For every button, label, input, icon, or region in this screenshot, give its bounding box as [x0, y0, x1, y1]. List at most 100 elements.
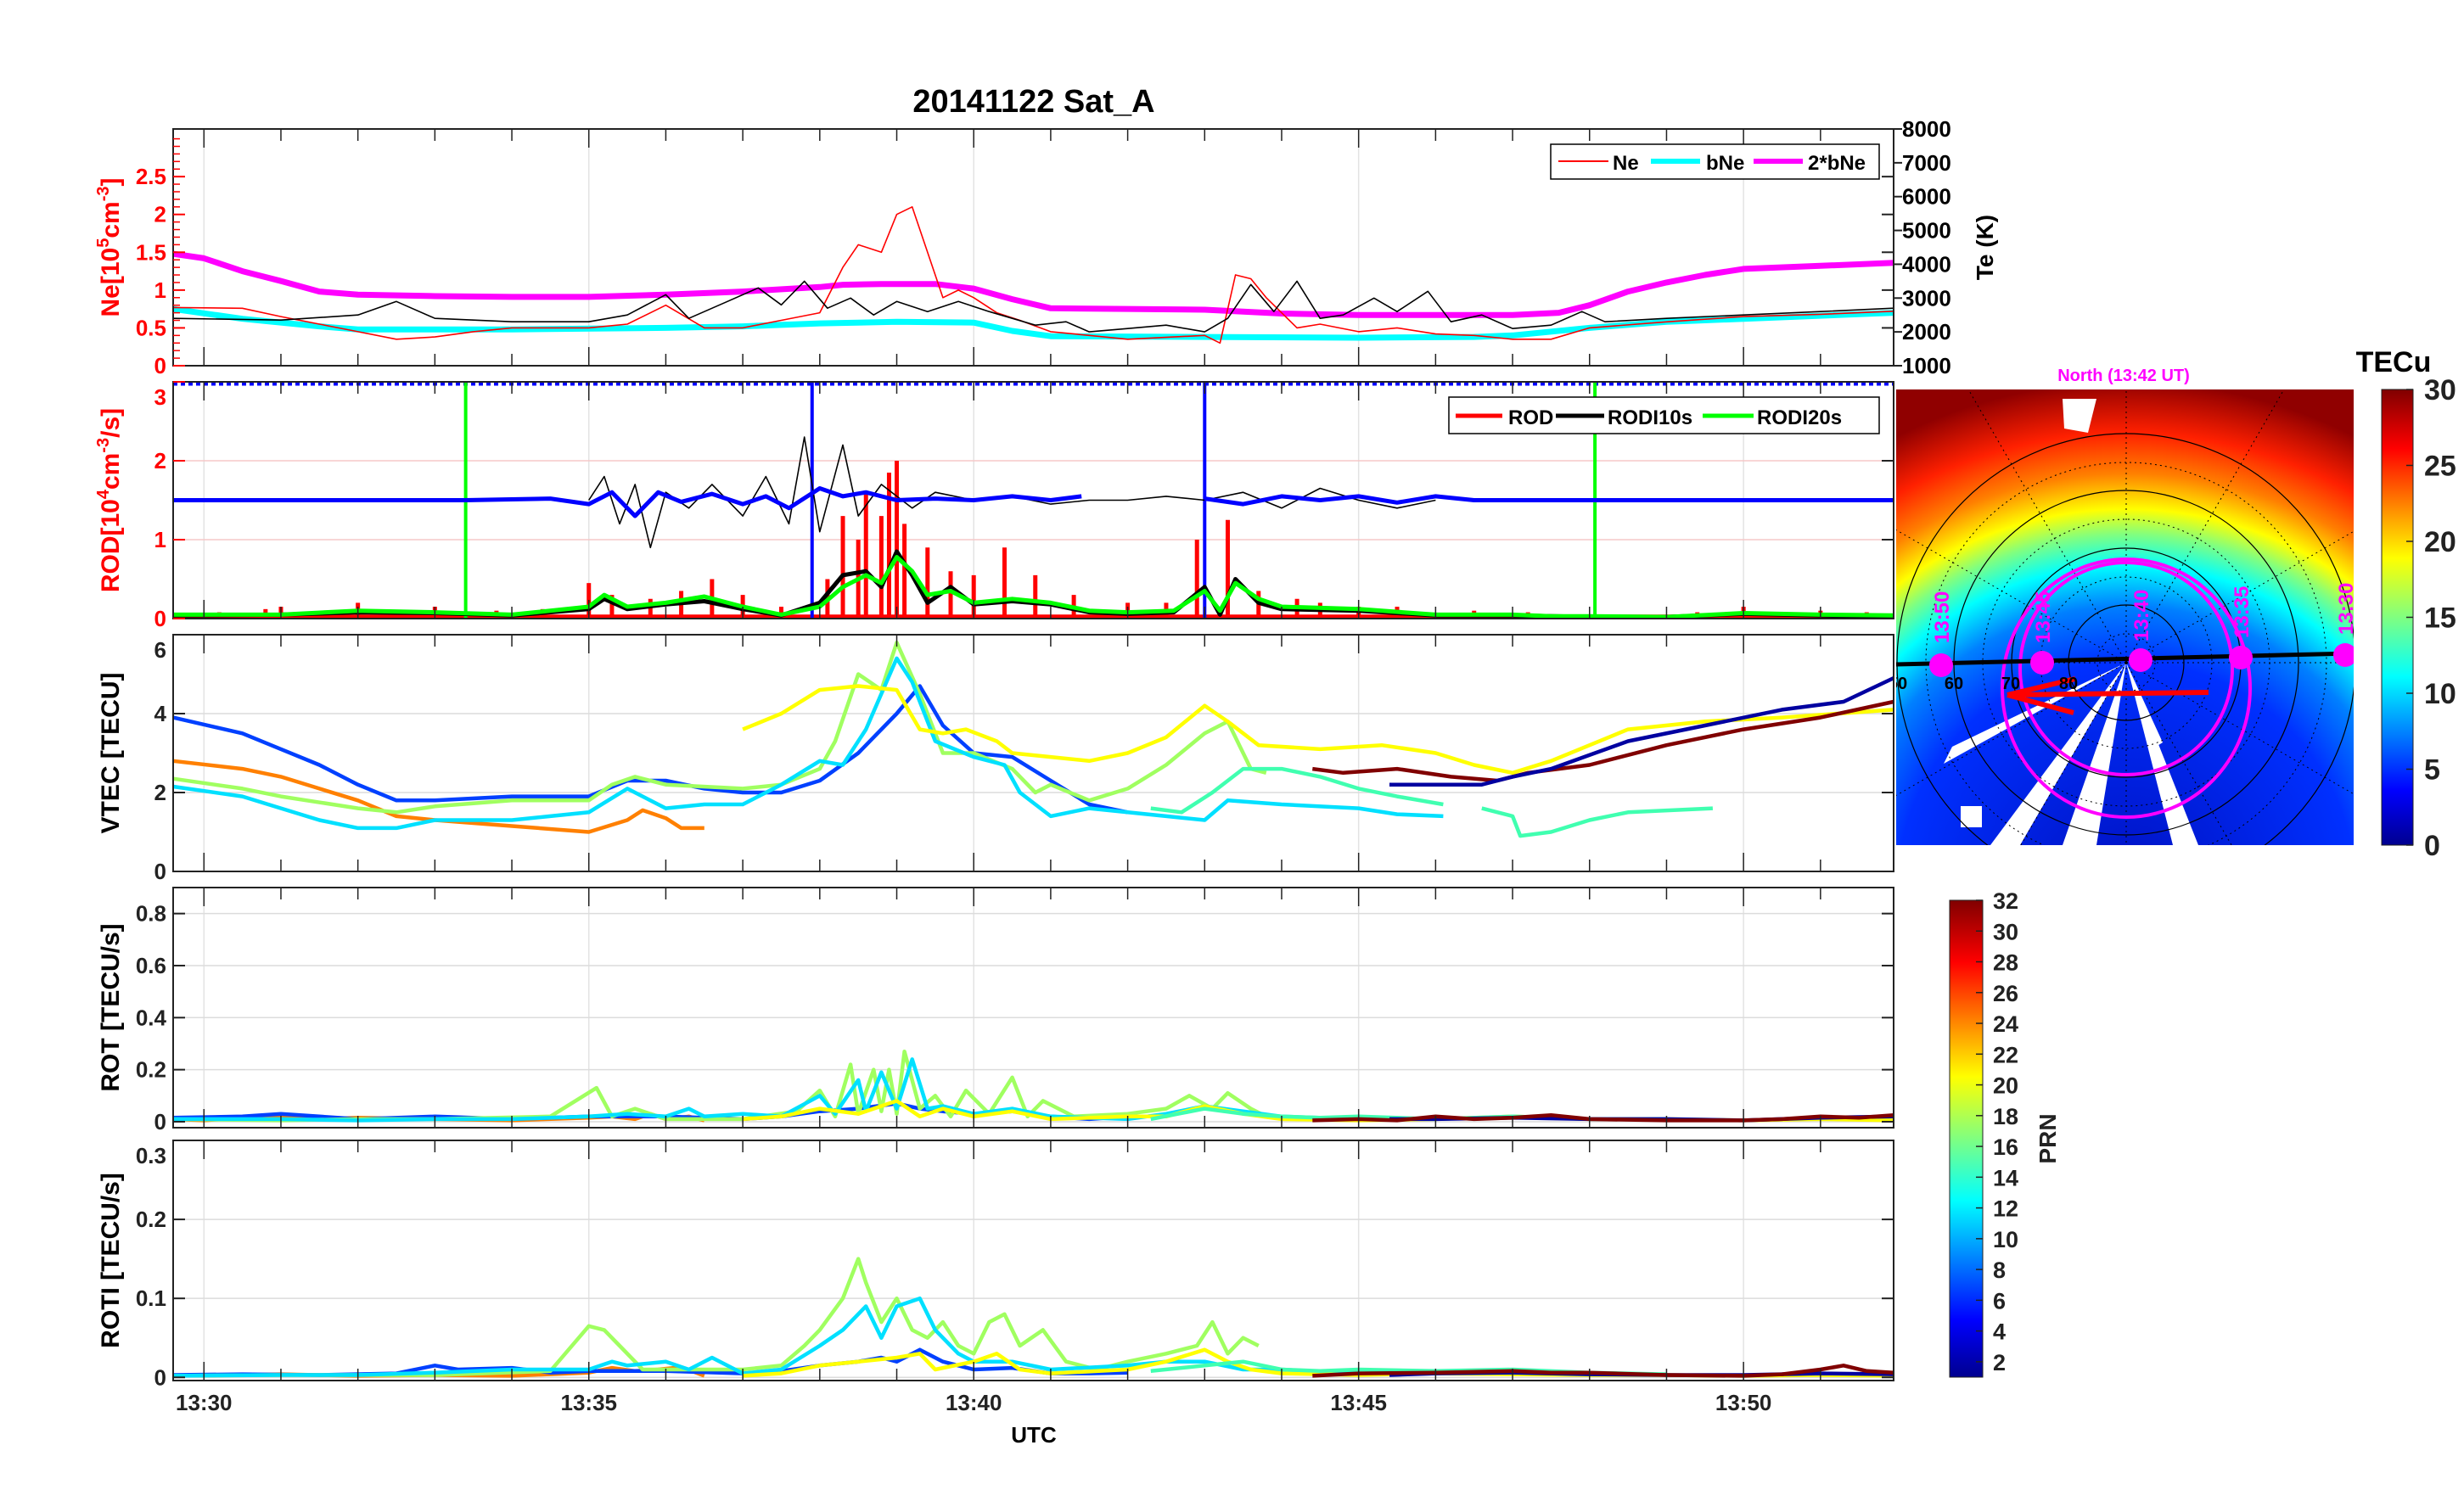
series-prn-lightgreen	[172, 1049, 1267, 1123]
series-prn-orange	[172, 759, 704, 834]
polar-tec-map: North (13:42 UT)	[1896, 346, 2456, 862]
y-tick-label: 0	[154, 606, 166, 631]
time-series-panels: 00.511.522.51000200030004000500060007000…	[94, 116, 1998, 1415]
y-axis-label-part: -3	[94, 438, 113, 453]
latitude-ring-minor	[2040, 576, 2213, 749]
flow-arrows	[2007, 676, 2209, 715]
rod-legend: ROD RODI10s RODI20s	[1448, 396, 1880, 434]
y-tick-label: 2	[154, 448, 166, 473]
y-axis-label: Ne[105cm-3]	[94, 178, 125, 317]
y-tick-label: 0.2	[136, 1057, 166, 1083]
prn-colorbar-tick-label: 26	[1993, 981, 2018, 1006]
y-tick-label: 0.5	[136, 315, 166, 340]
track-label-1345: 13:45	[2032, 591, 2055, 643]
latitude-labels: 50 60 70 80	[1896, 675, 2078, 693]
y-tick-label: 1.5	[136, 239, 166, 265]
tec-colorbar-ticks: 30 25 20 15 10 5 0	[2406, 374, 2456, 862]
prn-colorbar-tick-label: 4	[1993, 1319, 2006, 1345]
series-prn-lightgreen	[172, 641, 1267, 815]
y-axis-label-part: VTEC [TECU]	[97, 673, 125, 834]
meridian-line	[1896, 662, 2127, 797]
tec-colorbar-label: TECu	[2356, 346, 2432, 378]
plot-area	[173, 635, 1894, 871]
y-axis-label-part: cm	[97, 453, 125, 490]
panel-rot: 0 0.2 0.4 0.6 0.8 ROT [TECU/s]	[97, 887, 1894, 1134]
legend-label-rodi20s: RODI20s	[1757, 406, 1842, 429]
right-y-tick-label: 2000	[1902, 319, 1951, 344]
x-tick-label: 13:45	[1330, 1390, 1387, 1415]
series-prn-teal-a	[1150, 766, 1444, 815]
y-axis-label-part: ROTI [TECU/s]	[97, 1173, 125, 1348]
prn-colorbar-tick-label: 30	[1993, 919, 2018, 944]
series-rodi-offset-b	[1204, 494, 1894, 507]
right-y-tick-label: 8000	[1902, 116, 1951, 142]
plot-area	[173, 1140, 1894, 1381]
track-label-1340: 13:40	[2130, 590, 2153, 641]
plot-area	[173, 888, 1894, 1128]
tec-colorbar-tick-label: 5	[2424, 754, 2440, 787]
right-y-tick-label: 3000	[1902, 285, 1951, 311]
prn-colorbar-tick-label: 22	[1993, 1042, 2018, 1067]
no-data-regions	[1944, 399, 2198, 845]
y-axis-label-part: ROT [TECU/s]	[97, 923, 125, 1091]
prn-colorbar-tick-label: 28	[1993, 950, 2018, 976]
track-time-markers	[1929, 643, 2354, 677]
meridian-line	[2125, 389, 2285, 664]
legend-label-bne: bNe	[1706, 152, 1744, 175]
legend-label-2bne: 2*bNe	[1808, 152, 1866, 175]
y-tick-label: 1	[154, 277, 166, 303]
latitude-ring-minor	[1925, 462, 2327, 845]
y-axis-label-part: /s]	[97, 408, 125, 438]
series-prn-teal-b	[1481, 806, 1714, 838]
series-prn-yellow	[742, 684, 1894, 776]
series-ne	[172, 206, 1894, 344]
y-tick-label: 6	[154, 637, 166, 663]
y-tick-label: 0.3	[136, 1143, 166, 1168]
map-title: North (13:42 UT)	[2057, 367, 2190, 385]
prn-colorbar-group: 32 30 28 26 24 22 20 18 16 14 12 10 8 6 4 2 PRN	[1949, 888, 2061, 1378]
track-time-labels: 13:50 13:45 13:40 13:35 13:30	[1931, 583, 2358, 643]
meridian-line	[2020, 662, 2127, 845]
series-prn-lightgreen	[172, 1257, 1260, 1378]
legend-label-rodi10s: RODI10s	[1608, 406, 1692, 429]
y-axis-label-part: 4	[94, 489, 113, 499]
series-te	[172, 280, 1894, 333]
track-label-1350: 13:50	[1931, 591, 1954, 643]
prn-colorbar-tick-label: 10	[1993, 1227, 2018, 1252]
x-tick-label: 13:35	[560, 1390, 617, 1415]
series-rodi20s	[173, 555, 1894, 619]
y-axis-label: ROD[104cm-3/s]	[94, 408, 125, 592]
latitude-ring-minor	[2096, 633, 2156, 692]
legend-label-rod: ROD	[1508, 406, 1553, 429]
y-axis-label: ROT [TECU/s]	[97, 923, 125, 1091]
legend-label-ne: Ne	[1613, 152, 1639, 175]
y-tick-label: 0	[154, 859, 166, 884]
prn-colorbar-tick-label: 8	[1993, 1258, 2006, 1283]
x-tick-label: 13:50	[1715, 1390, 1772, 1415]
track-label-1330: 13:30	[2335, 583, 2358, 635]
y-axis-label: VTEC [TECU]	[97, 673, 125, 834]
lat-label-80: 80	[2059, 675, 2078, 693]
prn-colorbar-ticks: 32 30 28 26 24 22 20 18 16 14 12 10 8 6 4 2	[1976, 888, 2018, 1375]
figure-title: 20141122 Sat_A	[912, 84, 1154, 120]
prn-colorbar-label: PRN	[2035, 1113, 2061, 1163]
auroral-oval-outer	[2001, 557, 2252, 819]
y-tick-label: 3	[154, 384, 166, 410]
tec-colorbar-tick-label: 25	[2424, 451, 2456, 483]
prn-colorbar-tick-label: 18	[1993, 1104, 2018, 1129]
tec-colorbar-tick-label: 20	[2424, 526, 2456, 558]
prn-colorbar-tick-label: 32	[1993, 888, 2018, 914]
y-axis-label-part: cm	[97, 201, 125, 238]
ne-legend: Ne bNe 2*bNe	[1550, 143, 1880, 180]
y-axis-label-part: Ne[10	[97, 248, 125, 317]
series-2-bne	[172, 250, 1894, 318]
x-axis-label: UTC	[1011, 1422, 1057, 1448]
satellite-track	[1896, 651, 2354, 667]
y-tick-label: 0.4	[136, 1005, 167, 1030]
lat-label-60: 60	[1945, 675, 1963, 693]
prn-colorbar-tick-label: 16	[1993, 1134, 2018, 1160]
auroral-oval-inner	[2018, 561, 2234, 776]
right-y-axis-label: Te (K)	[1972, 215, 1998, 280]
y-tick-label: 2.5	[136, 164, 166, 189]
